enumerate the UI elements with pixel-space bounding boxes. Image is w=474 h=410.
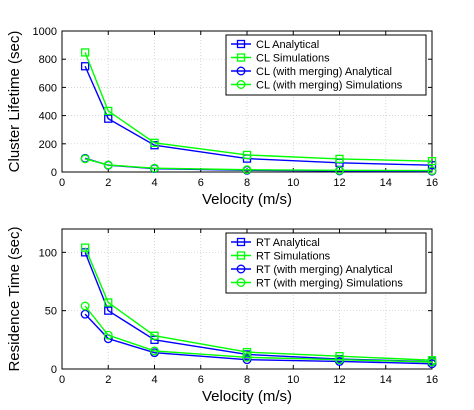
data-point	[242, 355, 252, 365]
data-point	[427, 166, 437, 176]
x-tick-label: 10	[287, 374, 299, 386]
legend-item: CL Analytical	[231, 39, 319, 51]
data-point	[242, 352, 252, 362]
x-tick-label: 12	[333, 374, 345, 386]
x-tick-label: 4	[151, 177, 157, 189]
y-axis-title: Residence Time (sec)	[6, 226, 23, 371]
x-tick-label: 6	[198, 177, 204, 189]
x-tick-label: 12	[333, 177, 345, 189]
legend-item: RT Analytical	[231, 237, 320, 249]
data-point	[335, 154, 344, 164]
data-point	[427, 357, 437, 367]
legend-item: CL (with merging) Analytical	[231, 66, 392, 78]
x-tick-label: 14	[380, 374, 392, 386]
data-point	[242, 165, 252, 175]
y-tick-label: 50	[45, 306, 57, 318]
x-axis-title: Velocity (m/s)	[202, 388, 292, 405]
data-point	[104, 298, 113, 307]
x-tick-label: 0	[59, 374, 65, 386]
x-tick-label: 16	[426, 177, 438, 189]
data-point	[103, 160, 113, 170]
y-tick-label: 600	[39, 82, 57, 94]
x-tick-label: 0	[59, 177, 65, 189]
legend-item: CL Simulations	[231, 53, 330, 65]
y-tick-label: 800	[39, 54, 57, 66]
series-line	[84, 52, 433, 162]
series-2	[80, 243, 437, 365]
data-point	[150, 346, 159, 356]
y-tick-label: 1000	[33, 26, 57, 38]
data-point	[150, 331, 159, 340]
series-2	[80, 48, 437, 166]
x-tick-label: 10	[287, 177, 299, 189]
x-tick-label: 2	[105, 177, 111, 189]
legend-swatch-marker	[236, 237, 246, 247]
legend-label: CL (with merging) Analytical	[256, 66, 392, 78]
data-point	[80, 62, 90, 71]
legend-label: CL Analytical	[256, 39, 319, 51]
x-tick-label: 4	[151, 374, 157, 386]
data-point	[103, 330, 113, 340]
legend-swatch-marker	[236, 39, 246, 49]
data-point	[80, 301, 90, 311]
legend-swatch-marker	[236, 278, 246, 287]
x-tick-label: 8	[244, 177, 250, 189]
legend-label: RT (with merging) Simulations	[256, 278, 403, 290]
x-tick-label: 8	[244, 374, 250, 386]
chart-bottom: 0 2 4 6 8 10 12 14 16 0 50 100 Velocity (m/s) Residen…	[6, 226, 438, 405]
legend-swatch-marker	[236, 53, 246, 62]
series-line	[84, 305, 433, 363]
data-point	[427, 156, 437, 166]
data-point	[104, 106, 113, 116]
legend-item: RT (with merging) Simulations	[231, 278, 403, 290]
data-point	[80, 154, 90, 164]
data-point	[80, 48, 90, 57]
data-point	[335, 165, 344, 175]
legend-swatch-marker	[236, 251, 246, 260]
x-axis-title: Velocity (m/s)	[202, 191, 292, 208]
legend-swatch-marker	[236, 66, 246, 76]
y-tick-label: 400	[39, 111, 57, 123]
y-tick-label: 0	[51, 364, 57, 376]
legend-label: RT Simulations	[256, 251, 331, 263]
x-tick-label: 2	[105, 374, 111, 386]
legend-label: CL (with merging) Simulations	[256, 80, 403, 92]
data-point	[104, 114, 113, 123]
x-tick-label: 6	[198, 374, 204, 386]
x-tick-label: 14	[380, 177, 392, 189]
legend-item: CL (with merging) Simulations	[231, 80, 403, 92]
data-point	[335, 355, 344, 365]
chart-top: 0 2 4 6 8 10 12 14 16 0 200 400 600 800 1000 Velocity (…	[6, 26, 438, 208]
legend-swatch-marker	[236, 80, 246, 89]
legend-label: RT Analytical	[256, 237, 320, 249]
legend-swatch-marker	[236, 264, 246, 274]
legend-item: RT Simulations	[231, 251, 331, 263]
legend-box	[225, 232, 427, 294]
series-4	[80, 154, 437, 176]
series-line	[84, 247, 433, 361]
data-point	[150, 138, 159, 147]
data-point	[104, 306, 113, 315]
data-point	[150, 163, 159, 173]
legend-box	[225, 34, 427, 96]
data-point	[242, 150, 252, 160]
y-tick-label: 100	[39, 247, 57, 259]
data-point	[80, 243, 90, 252]
y-tick-label: 0	[51, 167, 57, 179]
legend-label: CL Simulations	[256, 53, 330, 65]
series-4	[80, 301, 437, 367]
y-tick-label: 200	[39, 139, 57, 151]
y-axis-title: Cluster Lifetime (sec)	[6, 31, 23, 173]
legend-label: RT (with merging) Analytical	[256, 264, 393, 276]
x-tick-label: 16	[426, 374, 438, 386]
legend-item: RT (with merging) Analytical	[231, 264, 393, 276]
